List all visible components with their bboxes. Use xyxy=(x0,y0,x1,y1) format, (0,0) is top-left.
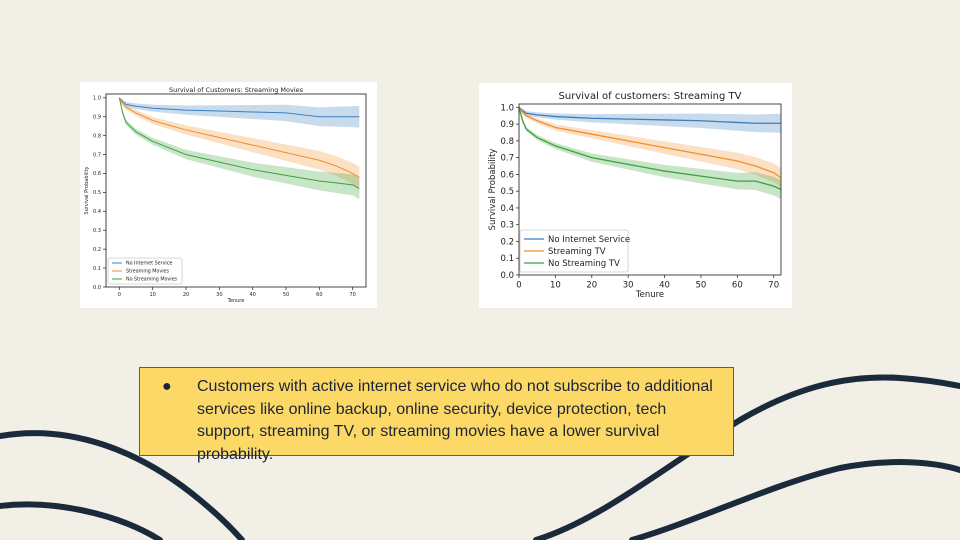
series-line-streaming-movies xyxy=(118,97,360,178)
legend-label: No Internet Service xyxy=(126,261,172,267)
y-tick-label: 0.3 xyxy=(93,228,101,234)
y-tick-label: 0.7 xyxy=(93,152,101,158)
confidence-band-no-internet-service xyxy=(119,97,360,128)
x-axis-label: Tenure xyxy=(635,290,664,300)
x-tick-label: 60 xyxy=(732,281,743,291)
y-axis-label: Survival Probability xyxy=(84,166,90,214)
y-tick-label: 0.9 xyxy=(500,120,514,130)
y-tick-label: 0.6 xyxy=(93,171,101,177)
legend-label: No Streaming Movies xyxy=(126,277,178,283)
streaming-movies-chart: Survival of Customers: Streaming Movies 0… xyxy=(80,82,377,308)
x-tick-label: 0 xyxy=(118,292,121,298)
x-tick-label: 60 xyxy=(316,292,322,298)
y-tick-label: 0.2 xyxy=(500,237,514,247)
x-tick-label: 40 xyxy=(659,281,670,291)
y-tick-label: 0.6 xyxy=(500,170,514,180)
series-line-streaming-tv xyxy=(518,106,782,179)
insight-callout: ● Customers with active internet service… xyxy=(139,367,734,463)
legend-label: Streaming TV xyxy=(548,247,606,257)
x-tick-label: 70 xyxy=(768,281,779,291)
y-tick-label: 0.7 xyxy=(500,154,514,164)
y-tick-label: 0.1 xyxy=(500,254,514,264)
y-tick-label: 0.3 xyxy=(500,221,514,231)
y-tick-label: 1.0 xyxy=(93,96,101,102)
confidence-band-no-streaming-movies xyxy=(119,97,360,200)
wave-line-right-lower xyxy=(629,459,960,540)
y-tick-label: 0.5 xyxy=(93,190,101,196)
legend-box xyxy=(519,229,629,273)
x-tick-label: 40 xyxy=(249,292,255,298)
chart-title: Survival of customers: Streaming TV xyxy=(559,91,742,102)
x-tick-label: 50 xyxy=(696,281,707,291)
streaming-movies-chart-svg: Survival of Customers: Streaming Movies 0… xyxy=(84,86,367,304)
wave-line-left-upper xyxy=(0,430,245,540)
wave-line-right-upper xyxy=(533,374,960,540)
y-tick-label: 0.4 xyxy=(93,209,101,215)
confidence-band-streaming-tv xyxy=(519,107,781,188)
bullet-point: ● xyxy=(162,378,172,395)
legend-label: No Internet Service xyxy=(548,235,630,245)
confidence-band-streaming-movies xyxy=(119,97,360,189)
y-tick-label: 0.8 xyxy=(93,133,101,139)
legend-label: Streaming Movies xyxy=(126,269,169,275)
y-tick-label: 0.5 xyxy=(500,187,514,197)
y-tick-label: 0.1 xyxy=(93,266,101,272)
y-tick-label: 0.0 xyxy=(93,285,101,291)
x-tick-label: 10 xyxy=(550,281,561,291)
x-tick-label: 30 xyxy=(216,292,222,298)
x-tick-label: 20 xyxy=(183,292,189,298)
series-line-no-internet-service xyxy=(518,106,781,124)
x-tick-label: 10 xyxy=(149,292,155,298)
series-line-no-streaming-tv xyxy=(518,107,782,191)
x-tick-label: 0 xyxy=(516,281,521,291)
insight-text: Customers with active internet service w… xyxy=(197,378,713,463)
legend-box xyxy=(107,257,183,285)
y-tick-label: 0.9 xyxy=(93,114,101,120)
y-tick-label: 0.8 xyxy=(500,137,514,147)
x-tick-label: 30 xyxy=(623,281,634,291)
chart-title: Survival of Customers: Streaming Movies xyxy=(169,86,304,94)
y-tick-label: 1.0 xyxy=(500,103,514,113)
x-axis-label: Tenure xyxy=(227,298,245,304)
wave-line-left-lower xyxy=(0,501,163,540)
legend-label: No Streaming TV xyxy=(548,259,620,269)
y-axis-label: Survival Probability xyxy=(488,149,498,231)
plot-frame xyxy=(518,103,782,276)
x-tick-label: 70 xyxy=(349,292,355,298)
series-line-no-internet-service xyxy=(118,97,360,118)
y-tick-label: 0.0 xyxy=(500,271,514,281)
x-tick-label: 50 xyxy=(283,292,289,298)
y-tick-label: 0.4 xyxy=(500,204,514,214)
confidence-band-no-streaming-tv xyxy=(519,107,781,200)
y-tick-label: 0.2 xyxy=(93,247,101,253)
streaming-tv-chart-svg: Survival of customers: Streaming TV 0.0 0.… xyxy=(488,91,782,300)
plot-frame xyxy=(105,93,367,288)
streaming-tv-chart: Survival of customers: Streaming TV 0.0 0.… xyxy=(479,83,792,308)
x-tick-label: 20 xyxy=(586,281,597,291)
series-line-no-streaming-movies xyxy=(118,97,360,190)
